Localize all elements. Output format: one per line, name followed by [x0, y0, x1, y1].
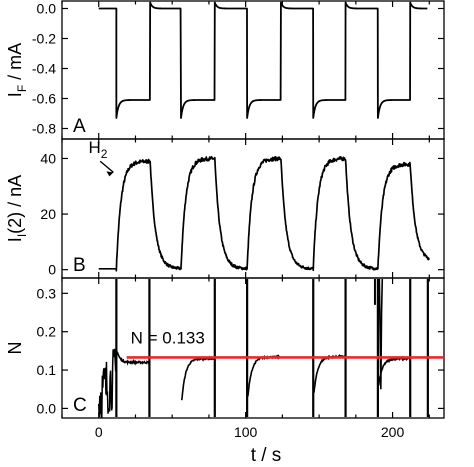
x-axis-tick-labels: 0 100 200 [95, 424, 405, 440]
annotation-main: H [88, 138, 100, 157]
y-tick-label: -0.2 [32, 31, 56, 47]
y-axis-label: II(2) / nA [5, 175, 29, 242]
x-tick-label: 200 [381, 424, 405, 440]
panel-C: 0.0 0.1 0.2 0.3 N C N = 0.133 [5, 277, 445, 419]
x-axis-label: t / s [251, 445, 282, 466]
initial-noise [97, 348, 117, 418]
y-axis-label-sub: F [15, 85, 29, 92]
spike-noise [378, 278, 384, 390]
y-tick-label: -0.4 [32, 61, 56, 77]
y-tick-label: 0.2 [37, 324, 57, 340]
y-tick-label: 0.0 [37, 1, 57, 17]
y-axis-label-rest: (2) / nA [5, 175, 25, 234]
y-axis-label: IF / mA [5, 43, 29, 97]
y-axis-label-main: N [5, 342, 25, 355]
y-tick-label: 0.3 [37, 285, 57, 301]
series-current-line [98, 1, 428, 119]
recovery-line [377, 355, 411, 386]
reference-line-label: N = 0.133 [131, 328, 205, 347]
panel-label: B [73, 255, 86, 276]
annotation-arrow [99, 160, 114, 173]
panel-frame [61, 0, 445, 140]
panel-frame [61, 277, 445, 419]
recovery-line [247, 354, 282, 397]
recovery-line [180, 355, 216, 401]
y-axis-label: N [5, 342, 25, 355]
y-tick-label: 0.0 [37, 400, 57, 416]
y-tick-label: -0.6 [32, 91, 56, 107]
y-tick-label: 0 [48, 262, 56, 278]
x-tick-label: 100 [234, 424, 258, 440]
series-collector-line [98, 155, 430, 272]
x-tick-label: 0 [95, 424, 103, 440]
y-axis-label-rest: / mA [5, 43, 25, 85]
y-tick-label: 0.1 [37, 362, 57, 378]
panel-label: A [73, 116, 86, 137]
annotation-arrowhead [106, 171, 114, 177]
panel-label: C [73, 395, 87, 416]
y-axis-label-main: I [5, 92, 25, 97]
y-tick-label: -0.8 [32, 121, 56, 137]
recovery-line [116, 351, 151, 366]
y-axis-label-sub: I [15, 234, 29, 237]
y-axis-label-main: I [5, 237, 25, 242]
annotation-sub: 2 [101, 147, 108, 161]
annotation-h2: H2 [88, 138, 107, 161]
y-tick-label: 20 [40, 206, 56, 222]
y-tick-label: 40 [40, 150, 56, 166]
panel-A: 0.0 -0.2 -0.4 -0.6 -0.8 IF / mA A [5, 0, 445, 140]
panel-frame [61, 138, 445, 279]
recovery-line [313, 353, 346, 393]
